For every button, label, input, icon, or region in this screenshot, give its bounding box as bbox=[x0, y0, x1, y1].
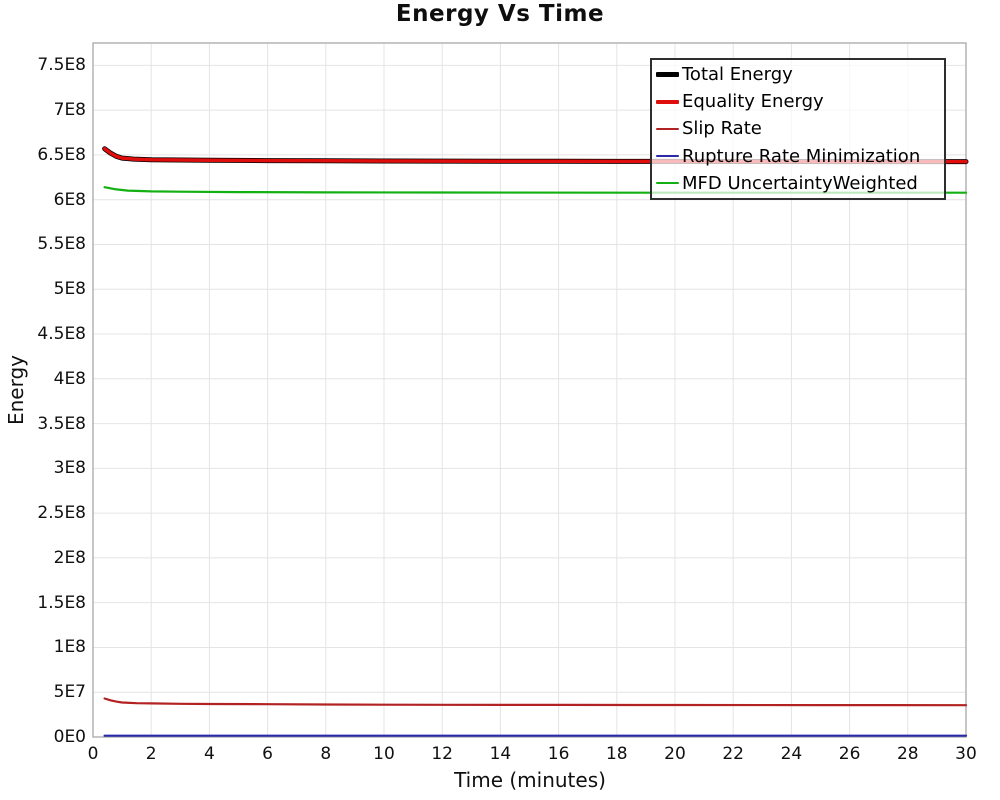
legend-line-swatch bbox=[656, 127, 679, 131]
y-tick-label: 5E8 bbox=[53, 279, 86, 300]
x-tick-label: 10 bbox=[373, 744, 395, 764]
y-tick-label: 3.5E8 bbox=[37, 413, 86, 434]
y-tick-label: 3E8 bbox=[53, 458, 86, 479]
legend-item-label: Total Energy bbox=[682, 64, 793, 86]
x-tick-label: 12 bbox=[431, 744, 453, 764]
y-tick-label: 1E8 bbox=[53, 637, 86, 658]
x-tick-label: 18 bbox=[605, 744, 628, 764]
x-tick-label: 16 bbox=[547, 744, 570, 764]
legend-item-label: Rupture Rate Minimization bbox=[682, 145, 921, 167]
legend-item-label: Slip Rate bbox=[682, 118, 762, 140]
legend-line-swatch bbox=[656, 182, 679, 185]
legend-line-swatch bbox=[656, 155, 679, 158]
chart-title: Energy Vs Time bbox=[395, 1, 605, 27]
legend-item-label: Equality Energy bbox=[682, 91, 824, 113]
x-axis-label: Time (minutes) bbox=[454, 768, 606, 792]
legend-item: Rupture Rate Minimization bbox=[656, 143, 940, 170]
x-tick-label: 14 bbox=[489, 744, 512, 764]
y-tick-label: 6E8 bbox=[53, 189, 86, 210]
x-tick-label: 6 bbox=[262, 744, 273, 764]
legend-item: Slip Rate bbox=[656, 115, 940, 142]
x-tick-label: 0 bbox=[87, 744, 99, 764]
x-tick-label: 26 bbox=[838, 744, 861, 764]
x-tick-label: 2 bbox=[145, 744, 157, 764]
x-tick-label: 4 bbox=[203, 744, 215, 764]
y-tick-label: 1.5E8 bbox=[37, 592, 86, 613]
y-tick-label: 2.5E8 bbox=[37, 503, 86, 524]
x-tick-label: 20 bbox=[664, 744, 686, 764]
y-tick-label: 5E7 bbox=[53, 682, 86, 703]
x-tick-label: 28 bbox=[896, 744, 919, 764]
x-tick-label: 8 bbox=[320, 744, 332, 764]
series-line-slip-rate bbox=[103, 697, 968, 707]
y-tick-label: 7.5E8 bbox=[37, 55, 86, 76]
legend-item: Total Energy bbox=[656, 61, 940, 88]
legend: Total Energy Equality Energy Slip Rate Rupt… bbox=[650, 58, 946, 200]
x-tick-label: 22 bbox=[722, 744, 744, 764]
y-tick-label: 2E8 bbox=[53, 547, 86, 568]
x-tick-label: 24 bbox=[780, 744, 803, 764]
legend-item: MFD UncertaintyWeighted bbox=[656, 170, 940, 197]
legend-item: Equality Energy bbox=[656, 88, 940, 115]
x-tick-label: 30 bbox=[955, 744, 977, 764]
legend-line-swatch bbox=[656, 100, 679, 104]
series-line-mfd-uncertaintyweighted bbox=[103, 186, 968, 194]
y-tick-label: 7E8 bbox=[53, 100, 86, 121]
y-tick-label: 4E8 bbox=[53, 368, 86, 389]
y-tick-label: 4.5E8 bbox=[37, 324, 86, 345]
legend-item-label: MFD UncertaintyWeighted bbox=[682, 172, 918, 194]
y-tick-label: 5.5E8 bbox=[37, 234, 86, 255]
plot-border bbox=[92, 42, 967, 738]
legend-line-swatch bbox=[656, 72, 679, 78]
y-tick-label: 0E0 bbox=[53, 727, 86, 747]
y-tick-label: 6.5E8 bbox=[37, 144, 86, 165]
